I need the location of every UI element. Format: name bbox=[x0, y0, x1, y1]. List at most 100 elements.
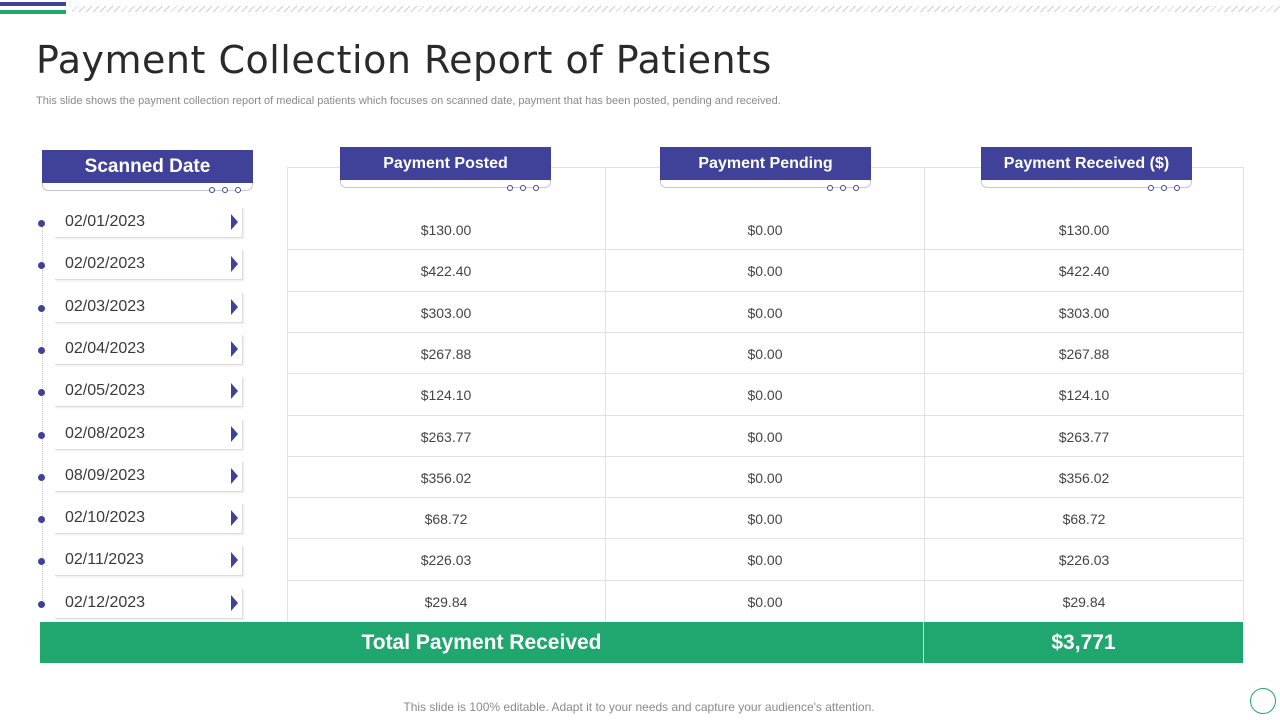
table-cell-received: $130.00 bbox=[1058, 222, 1110, 238]
row-divider bbox=[287, 538, 1244, 540]
date-list-item: 02/12/2023 bbox=[38, 588, 248, 619]
bullet-icon bbox=[38, 600, 45, 608]
payment-pending-header-dots bbox=[827, 185, 859, 191]
bullet-icon bbox=[38, 262, 45, 270]
column-divider bbox=[924, 167, 925, 622]
dot-icon bbox=[1148, 185, 1154, 191]
row-divider bbox=[287, 414, 1244, 416]
row-divider bbox=[287, 331, 1244, 333]
payment-received-header: Payment Received ($) bbox=[981, 147, 1192, 180]
top-accent-blue-bar bbox=[0, 2, 66, 6]
row-divider bbox=[287, 497, 1244, 499]
table-cell-received: $263.77 bbox=[1058, 428, 1110, 445]
table-cell-posted: $422.40 bbox=[420, 263, 472, 280]
payment-received-header-underline bbox=[981, 180, 1192, 188]
payment-received-header-dots bbox=[1148, 185, 1180, 191]
table-cell-posted: $226.03 bbox=[420, 552, 472, 569]
dot-icon bbox=[840, 185, 846, 191]
arrow-right-icon bbox=[231, 510, 238, 527]
date-text: 02/05/2023 bbox=[65, 382, 146, 400]
table-cell-posted: $130.00 bbox=[420, 222, 472, 238]
payment-posted-header-dots bbox=[507, 185, 539, 191]
bullet-icon bbox=[38, 473, 45, 481]
dot-icon bbox=[507, 185, 513, 191]
table-cell-pending: $0.00 bbox=[747, 345, 783, 362]
dot-icon bbox=[520, 185, 526, 191]
dot-icon bbox=[827, 185, 833, 191]
date-box bbox=[55, 250, 243, 281]
bullet-icon bbox=[38, 220, 45, 227]
bullet-icon bbox=[38, 346, 45, 354]
table-cell-pending: $0.00 bbox=[747, 511, 783, 528]
bullet-icon bbox=[38, 304, 45, 312]
table-cell-posted: $267.88 bbox=[420, 345, 472, 362]
page-title: Payment Collection Report of Patients bbox=[36, 38, 772, 82]
bullet-icon bbox=[38, 389, 45, 397]
arrow-right-icon bbox=[231, 256, 238, 273]
date-box bbox=[55, 377, 243, 408]
table-cell-pending: $0.00 bbox=[747, 593, 783, 610]
circle-icon bbox=[1250, 688, 1276, 714]
top-hatch-decoration bbox=[70, 6, 1280, 12]
payment-posted-header: Payment Posted bbox=[340, 147, 551, 180]
table-cell-received: $267.88 bbox=[1058, 345, 1110, 362]
date-text: 02/02/2023 bbox=[65, 255, 146, 273]
date-box bbox=[55, 504, 243, 535]
date-box bbox=[55, 292, 243, 323]
date-list-item: 02/11/2023 bbox=[38, 546, 248, 577]
row-divider bbox=[287, 373, 1244, 375]
table-cell-received: $303.00 bbox=[1058, 304, 1110, 321]
total-value: $3,771 bbox=[1051, 630, 1116, 654]
date-box bbox=[55, 208, 243, 238]
date-text: 02/01/2023 bbox=[65, 213, 146, 230]
date-list-item: 02/04/2023 bbox=[38, 334, 248, 365]
date-box bbox=[55, 546, 243, 577]
payment-pending-header: Payment Pending bbox=[660, 147, 871, 180]
date-text: 02/08/2023 bbox=[65, 424, 146, 442]
scanned-date-header-underline bbox=[42, 183, 253, 191]
row-divider bbox=[287, 579, 1244, 581]
dot-icon bbox=[853, 185, 859, 191]
total-label: Total Payment Received bbox=[40, 622, 924, 663]
table-cell-received: $422.40 bbox=[1058, 263, 1110, 280]
table-cell-received: $124.10 bbox=[1058, 387, 1110, 404]
row-divider bbox=[287, 455, 1244, 457]
table-cell-received: $68.72 bbox=[1062, 511, 1106, 528]
payment-posted-header-underline bbox=[340, 180, 551, 188]
table-cell-received: $29.84 bbox=[1062, 593, 1106, 610]
scanned-date-header: Scanned Date bbox=[42, 150, 253, 183]
footer-note: This slide is 100% editable. Adapt it to… bbox=[0, 700, 1280, 714]
arrow-right-icon bbox=[231, 340, 238, 357]
arrow-right-icon bbox=[231, 425, 238, 442]
date-text: 08/09/2023 bbox=[65, 466, 146, 484]
table-cell-received: $226.03 bbox=[1058, 552, 1110, 569]
date-box bbox=[55, 461, 243, 492]
table-cell-posted: $124.10 bbox=[420, 387, 472, 404]
table-cell-posted: $303.00 bbox=[420, 304, 472, 321]
table-cell-pending: $0.00 bbox=[747, 263, 783, 280]
date-text: 02/11/2023 bbox=[65, 551, 144, 569]
bullet-icon bbox=[38, 558, 45, 566]
date-list-item: 08/09/2023 bbox=[38, 461, 248, 492]
total-row: Total Payment Received $3,771 bbox=[40, 622, 1243, 663]
table-cell-posted: $263.77 bbox=[420, 428, 472, 445]
date-text: 02/04/2023 bbox=[65, 339, 146, 357]
table-cell-posted: $29.84 bbox=[424, 593, 468, 610]
date-list-item: 02/10/2023 bbox=[38, 504, 248, 535]
date-list-item: 02/03/2023 bbox=[38, 292, 248, 323]
table-cell-posted: $356.02 bbox=[420, 469, 472, 486]
dot-icon bbox=[209, 187, 215, 193]
dot-icon bbox=[235, 187, 241, 193]
top-accent-green-bar bbox=[0, 10, 66, 14]
table-cell-pending: $0.00 bbox=[747, 222, 783, 238]
date-timeline bbox=[42, 222, 43, 606]
date-list-item: 02/08/2023 bbox=[38, 419, 248, 450]
table-cell-pending: $0.00 bbox=[747, 428, 783, 445]
dot-icon bbox=[1161, 185, 1167, 191]
arrow-right-icon bbox=[231, 467, 238, 484]
table-cell-pending: $0.00 bbox=[747, 387, 783, 404]
arrow-right-icon bbox=[231, 552, 238, 569]
table-cell-pending: $0.00 bbox=[747, 304, 783, 321]
dot-icon bbox=[1174, 185, 1180, 191]
table-cell-pending: $0.00 bbox=[747, 552, 783, 569]
